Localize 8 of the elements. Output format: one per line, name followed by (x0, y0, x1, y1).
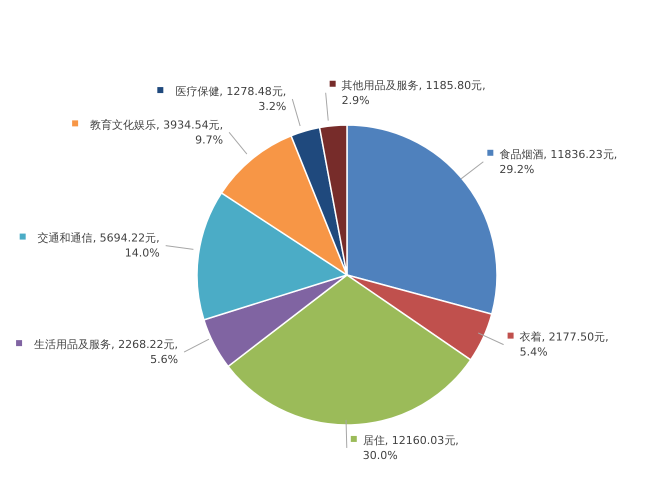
legend-label: 教育文化娱乐, 3934.54元, 9.7% (90, 118, 224, 146)
legend-label: 衣着, 2177.50元, 5.4% (520, 330, 609, 359)
legend-label: 居住, 12160.03元, 30.0% (362, 434, 459, 462)
legend-label: 食品烟酒, 11836.23元, 29.2% (499, 148, 618, 176)
legend-label: 生活用品及服务, 2268.22元, 5.6% (34, 338, 178, 366)
legend-label: 医疗保健, 1278.48元, 3.2% (175, 85, 286, 114)
legend-label: 交通和通信, 5694.22元, 14.0% (38, 232, 160, 260)
legend-label: 其他用品及服务, 1185.80元, 2.9% (342, 78, 486, 107)
